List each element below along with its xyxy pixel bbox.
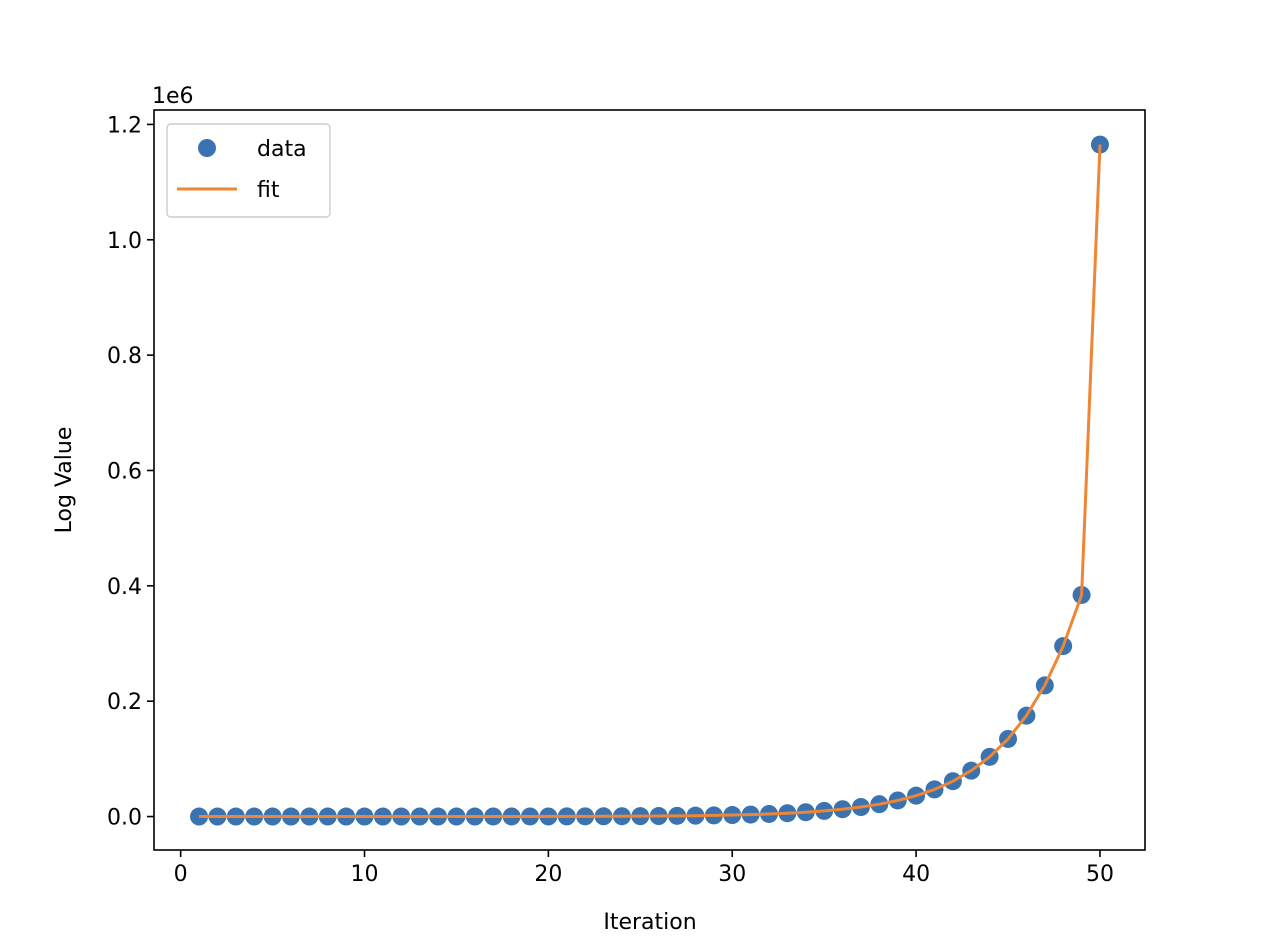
x-tick-label: 30 <box>718 862 746 887</box>
fit-line <box>199 144 1102 818</box>
legend-marker-data <box>198 139 216 157</box>
x-tick-label: 40 <box>902 862 930 887</box>
y-axis-label: Log Value <box>52 427 77 534</box>
x-axis-label: Iteration <box>603 910 696 935</box>
y-tick-label: 0.4 <box>107 575 142 600</box>
x-tick-label: 0 <box>174 862 188 887</box>
y-tick-label: 1.0 <box>107 229 142 254</box>
y-tick-label: 0.2 <box>107 690 142 715</box>
legend-label-data: data <box>257 137 307 162</box>
legend-label-fit: fit <box>257 178 280 203</box>
y-tick-label: 0.6 <box>107 459 142 484</box>
x-tick-label: 20 <box>534 862 562 887</box>
plot-area <box>190 135 1109 826</box>
y-offset-label: 1e6 <box>152 84 194 109</box>
y-tick-label: 0.0 <box>107 806 142 831</box>
y-tick-label: 1.2 <box>107 113 142 138</box>
legend: data fit <box>166 123 331 218</box>
x-axis: 0 10 20 30 40 50 <box>174 850 1114 887</box>
y-axis: 0.0 0.2 0.4 0.6 0.8 1.0 1.2 <box>107 113 154 831</box>
axes-frame <box>153 109 1146 851</box>
y-tick-label: 0.8 <box>107 344 142 369</box>
x-tick-label: 50 <box>1086 862 1114 887</box>
x-tick-label: 10 <box>351 862 379 887</box>
